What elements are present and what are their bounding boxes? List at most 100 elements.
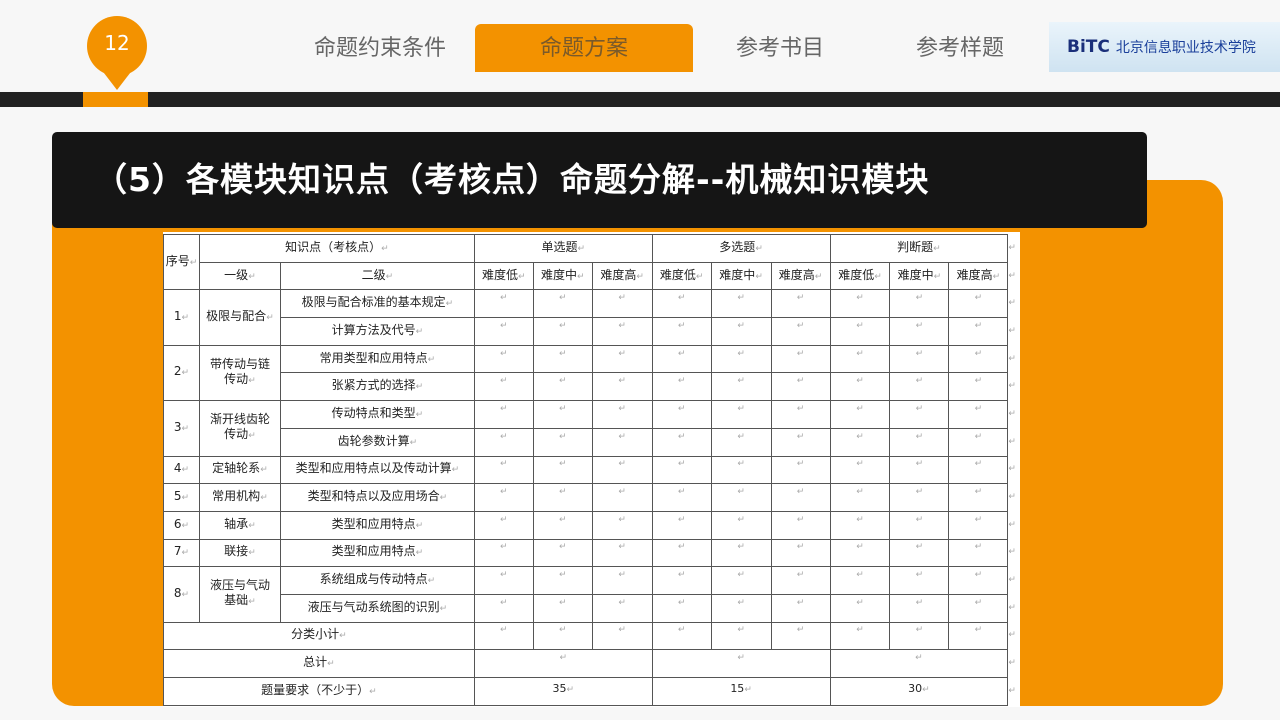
count-cell: [829, 400, 891, 429]
count-cell: [948, 593, 1009, 623]
count-cell: [889, 455, 950, 485]
count-cell: [591, 372, 653, 402]
count-cell: [473, 455, 534, 485]
module-level1: 渐开线齿轮传动: [198, 400, 281, 457]
count-cell: [948, 538, 1009, 568]
count-cell: [473, 289, 534, 319]
table-sheet: 序号知识点（考核点）单选题多选题判断题↵一级二级难度低难度中难度高难度低难度中难…: [163, 232, 1020, 707]
count-cell: [770, 510, 831, 540]
count-cell: [532, 289, 593, 319]
progress-marker: [83, 92, 148, 107]
count-cell: [473, 400, 534, 429]
header-difficulty: 难度高: [591, 261, 653, 291]
count-cell: [591, 483, 653, 512]
count-cell: [770, 289, 831, 319]
margin-mark: ↵: [1007, 428, 1020, 456]
subtotal-label: 分类小计: [163, 621, 475, 651]
count-cell: [829, 317, 891, 346]
module-level2: 传动特点和类型: [279, 400, 475, 429]
count-cell: [591, 289, 653, 319]
requirement-label: 题量要求（不少于）: [163, 677, 475, 706]
count-cell: [710, 455, 772, 485]
total-row: 总计 ↵: [163, 649, 1020, 678]
count-cell: [532, 593, 593, 623]
count-cell: [829, 566, 891, 595]
count-cell: [651, 510, 712, 540]
requirement-value: 15: [651, 677, 831, 706]
margin-mark: ↵: [1007, 262, 1020, 290]
page-number: 12: [104, 31, 130, 55]
tab-references[interactable]: 参考书目: [735, 36, 824, 61]
header-group: 判断题: [829, 234, 1009, 263]
count-cell: [651, 344, 712, 374]
module-level2: 极限与配合标准的基本规定: [279, 289, 475, 319]
margin-mark: ↵: [1007, 456, 1020, 484]
count-cell: [889, 372, 950, 402]
count-cell: [829, 372, 891, 402]
subtotal-row: 分类小计 ↵: [163, 621, 1020, 651]
tab-constraints[interactable]: 命题约束条件: [313, 36, 446, 61]
count-cell: [591, 455, 653, 485]
count-cell: [889, 317, 950, 346]
count-cell: [591, 510, 653, 540]
proposal-table: 序号知识点（考核点）单选题多选题判断题↵一级二级难度低难度中难度高难度低难度中难…: [163, 233, 1020, 706]
header-difficulty: 难度中: [710, 261, 772, 291]
table-row: 7联接类型和应用特点 ↵: [163, 538, 1020, 568]
module-level2: 张紧方式的选择: [279, 372, 475, 402]
count-cell: [591, 344, 653, 374]
count-cell: [710, 289, 772, 319]
count-cell: [829, 289, 891, 319]
module-number: 5: [163, 483, 200, 512]
count-cell: [829, 455, 891, 485]
count-cell: [532, 510, 593, 540]
requirement-value: 35: [473, 677, 653, 706]
count-cell: [591, 538, 653, 568]
count-cell: [532, 372, 593, 402]
header-knowledge: 知识点（考核点）: [198, 234, 475, 263]
module-number: 7: [163, 538, 200, 568]
tab-sample-questions[interactable]: 参考样题: [915, 36, 1004, 61]
margin-mark: ↵: [1007, 345, 1020, 373]
module-level1: 定轴轮系: [198, 455, 281, 485]
margin-mark: ↵: [1007, 289, 1020, 318]
table-row: 3渐开线齿轮传动传动特点和类型 ↵: [163, 400, 1020, 457]
subtotal-cell: [473, 621, 534, 651]
count-cell: [651, 455, 712, 485]
module-level2: 计算方法及代号: [279, 317, 475, 346]
header-difficulty: 难度低: [651, 261, 712, 291]
count-cell: [829, 593, 891, 623]
header-difficulty: 难度中: [532, 261, 593, 291]
subtotal-cell: [889, 621, 950, 651]
subtotal-cell: [770, 621, 831, 651]
count-cell: [473, 372, 534, 402]
count-cell: [770, 455, 831, 485]
count-cell: [710, 344, 772, 374]
table-row: 2带传动与链传动常用类型和应用特点 ↵: [163, 344, 1020, 402]
count-cell: [948, 372, 1009, 402]
header-seq: 序号: [163, 233, 200, 291]
margin-mark: ↵: [1007, 539, 1020, 567]
table-row: 6轴承类型和应用特点 ↵: [163, 510, 1020, 540]
count-cell: [948, 455, 1009, 485]
margin-mark: ↵: [1007, 234, 1020, 263]
count-cell: [770, 538, 831, 568]
count-cell: [889, 483, 950, 512]
module-level2: 类型和应用特点: [279, 538, 475, 568]
module-level1: 常用机构: [198, 483, 281, 512]
count-cell: [532, 400, 593, 429]
total-label: 总计: [163, 649, 475, 678]
count-cell: [710, 510, 772, 540]
count-cell: [889, 566, 950, 595]
subtotal-cell: [651, 621, 712, 651]
count-cell: [532, 538, 593, 568]
count-cell: [770, 400, 831, 429]
module-level2: 系统组成与传动特点: [279, 566, 475, 595]
count-cell: [473, 566, 534, 595]
count-cell: [532, 566, 593, 595]
total-cell: [651, 649, 831, 678]
tab-proposal[interactable]: 命题方案: [475, 24, 693, 72]
module-number: 4: [163, 455, 200, 485]
margin-mark: ↵: [1007, 372, 1020, 401]
margin-mark: ↵: [1007, 594, 1020, 623]
table-row: 5常用机构类型和特点以及应用场合 ↵: [163, 483, 1020, 512]
